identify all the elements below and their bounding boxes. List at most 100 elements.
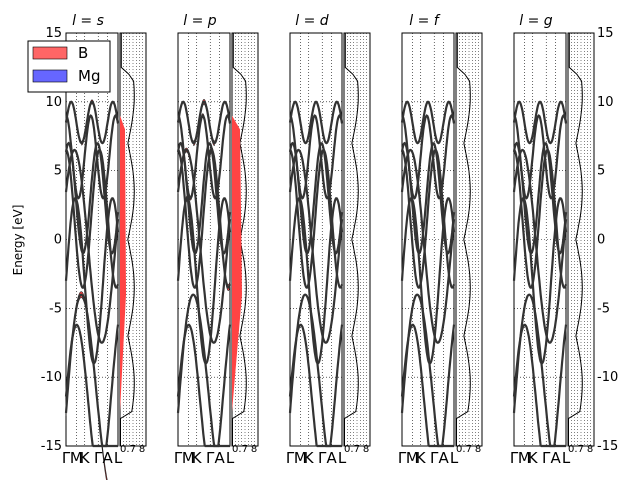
band-line <box>289 114 344 200</box>
dos-tick-label: 0.7 <box>120 444 136 455</box>
band-line <box>288 100 344 145</box>
band-line <box>288 196 344 365</box>
band-line <box>176 148 232 344</box>
panel-p: Γ MK Γ A Ll = p0.7 8 <box>174 13 259 467</box>
y-tick-label-right: 0 <box>597 233 605 248</box>
y-tick-label-right: 10 <box>597 95 614 110</box>
band-line <box>64 196 120 365</box>
band-line <box>512 100 568 145</box>
kpoint-label: K <box>528 449 539 467</box>
panel-title: l = s <box>72 13 104 29</box>
y-tick-label-right: -5 <box>597 301 610 316</box>
dos-tick-label: 0.7 <box>232 444 248 455</box>
y-tick-label-right: -15 <box>597 439 618 454</box>
kpoint-label: M <box>406 449 419 467</box>
y-tick-label-left: 10 <box>45 95 62 110</box>
y-tick-label-left: -15 <box>41 439 62 454</box>
panel-g: Γ MK Γ A Ll = g0.7 8 <box>510 13 595 467</box>
kpoint-label: M <box>518 449 531 467</box>
legend-label: Mg <box>78 67 100 85</box>
band-line <box>288 148 344 344</box>
y-tick-label-right: 15 <box>597 26 614 41</box>
dos-curve <box>120 33 135 446</box>
panel-title: l = f <box>409 13 441 29</box>
y-axis-label: Energy [eV] <box>11 205 25 276</box>
band-line <box>512 293 566 448</box>
band-line <box>64 100 120 145</box>
band-line <box>400 293 454 448</box>
panel-d: Γ MK Γ A Ll = d0.7 8 <box>286 13 371 467</box>
band-line <box>401 114 456 200</box>
dos-tick-label: 8 <box>251 444 257 455</box>
kpoint-label: Γ <box>430 449 439 467</box>
kpoint-label: Γ <box>542 449 551 467</box>
y-tick-label-left: 0 <box>54 233 62 248</box>
dos-curve <box>568 33 583 446</box>
panel-title: l = d <box>295 13 329 29</box>
band-line <box>176 100 232 145</box>
kpoint-label: M <box>70 449 83 467</box>
legend-label: B <box>78 44 88 62</box>
band-line <box>512 148 568 344</box>
kpoint-label: K <box>416 449 427 467</box>
panel-s: Γ MK Γ A Ll = s0.7 8 <box>62 13 147 480</box>
panel-title: l = g <box>519 13 553 29</box>
kpoint-label: A <box>102 449 113 467</box>
y-tick-label-left: 5 <box>54 164 62 179</box>
y-tick-label-right: -10 <box>597 370 618 385</box>
kpoint-label: K <box>80 449 91 467</box>
dos-tick-label: 8 <box>139 444 145 455</box>
kpoint-label: Γ <box>62 449 71 467</box>
band-line <box>400 323 456 448</box>
panels-group: Γ MK Γ A Ll = s0.7 8 Γ MK Γ A Ll = p0.7 8 Γ MK Γ A Ll = … <box>41 13 618 480</box>
y-tick-label-right: 5 <box>597 164 605 179</box>
y-tick-label-left: -5 <box>49 301 62 316</box>
dos-curve <box>456 33 471 446</box>
kpoint-label: L <box>114 449 123 467</box>
band-line <box>176 323 232 448</box>
kpoint-label: Γ <box>174 449 183 467</box>
dos-fill-B <box>232 115 242 412</box>
dos-tick-label: 8 <box>475 444 481 455</box>
kpoint-label: M <box>294 449 307 467</box>
kpoint-label: L <box>450 449 459 467</box>
kpoint-label: A <box>214 449 225 467</box>
kpoint-label: A <box>438 449 449 467</box>
band-line <box>64 293 118 448</box>
dos-tick-label: 0.7 <box>456 444 472 455</box>
band-line <box>65 114 120 200</box>
band-line <box>64 148 120 344</box>
band-line <box>177 114 232 200</box>
band-line <box>288 323 344 448</box>
kpoint-label: K <box>192 449 203 467</box>
band-line <box>64 323 120 448</box>
kpoint-label: K <box>304 449 315 467</box>
band-line <box>512 196 568 365</box>
kpoint-label: L <box>562 449 571 467</box>
band-line <box>400 148 456 344</box>
kpoint-label: L <box>338 449 347 467</box>
dos-tick-label: 0.7 <box>344 444 360 455</box>
kpoint-label: Γ <box>398 449 407 467</box>
legend: B Mg <box>27 40 111 93</box>
band-line <box>513 114 568 200</box>
kpoint-label: Γ <box>318 449 327 467</box>
kpoint-label: A <box>550 449 561 467</box>
kpoint-label: Γ <box>510 449 519 467</box>
dos-tick-label: 8 <box>587 444 593 455</box>
legend-swatch <box>32 69 68 83</box>
band-line <box>288 293 342 448</box>
y-tick-label-left: -10 <box>41 370 62 385</box>
kpoint-label: Γ <box>206 449 215 467</box>
dos-curve <box>344 33 359 446</box>
kpoint-label: Γ <box>94 449 103 467</box>
band-line <box>400 196 456 365</box>
dos-tick-label: 0.7 <box>568 444 584 455</box>
band-line <box>400 100 456 145</box>
panel-title: l = p <box>183 13 217 29</box>
kpoint-label: M <box>182 449 195 467</box>
band-line <box>512 323 568 448</box>
dos-fill-B <box>120 115 126 412</box>
legend-swatch <box>32 46 68 60</box>
